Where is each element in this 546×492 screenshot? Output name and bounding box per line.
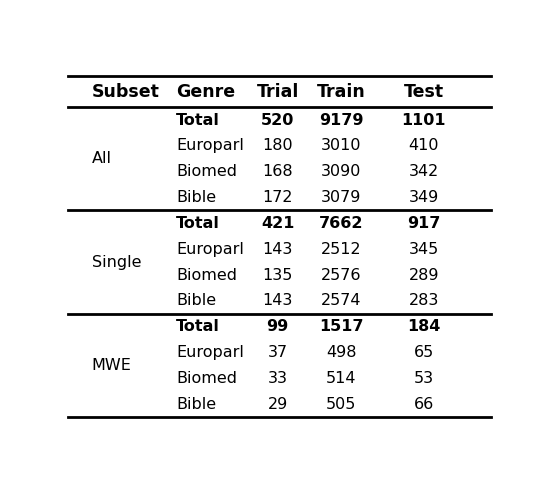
Text: 505: 505 bbox=[326, 397, 357, 412]
Text: Biomed: Biomed bbox=[176, 164, 237, 179]
Text: 184: 184 bbox=[407, 319, 441, 334]
Text: 7662: 7662 bbox=[319, 216, 364, 231]
Text: Europarl: Europarl bbox=[176, 242, 244, 257]
Text: 410: 410 bbox=[408, 138, 439, 154]
Text: Test: Test bbox=[403, 83, 444, 101]
Text: Genre: Genre bbox=[176, 83, 235, 101]
Text: Bible: Bible bbox=[176, 397, 216, 412]
Text: 2576: 2576 bbox=[321, 268, 361, 282]
Text: 65: 65 bbox=[413, 345, 434, 360]
Text: 143: 143 bbox=[263, 242, 293, 257]
Text: 345: 345 bbox=[408, 242, 439, 257]
Text: Subset: Subset bbox=[92, 83, 159, 101]
Text: 143: 143 bbox=[263, 293, 293, 308]
Text: 1101: 1101 bbox=[401, 113, 446, 127]
Text: Total: Total bbox=[176, 319, 220, 334]
Text: 342: 342 bbox=[408, 164, 439, 179]
Text: 514: 514 bbox=[326, 371, 357, 386]
Text: 520: 520 bbox=[261, 113, 294, 127]
Text: 66: 66 bbox=[413, 397, 434, 412]
Text: Biomed: Biomed bbox=[176, 371, 237, 386]
Text: Biomed: Biomed bbox=[176, 268, 237, 282]
Text: 3079: 3079 bbox=[321, 190, 361, 205]
Text: Train: Train bbox=[317, 83, 366, 101]
Text: Bible: Bible bbox=[176, 293, 216, 308]
Text: 2512: 2512 bbox=[321, 242, 361, 257]
Text: 283: 283 bbox=[408, 293, 439, 308]
Text: 2574: 2574 bbox=[321, 293, 361, 308]
Text: 172: 172 bbox=[263, 190, 293, 205]
Text: Europarl: Europarl bbox=[176, 138, 244, 154]
Text: All: All bbox=[92, 152, 111, 166]
Text: 168: 168 bbox=[263, 164, 293, 179]
Text: Total: Total bbox=[176, 216, 220, 231]
Text: Europarl: Europarl bbox=[176, 345, 244, 360]
Text: 180: 180 bbox=[263, 138, 293, 154]
Text: 3010: 3010 bbox=[321, 138, 361, 154]
Text: Single: Single bbox=[92, 254, 141, 270]
Text: 3090: 3090 bbox=[321, 164, 361, 179]
Text: 33: 33 bbox=[268, 371, 288, 386]
Text: 53: 53 bbox=[414, 371, 434, 386]
Text: 99: 99 bbox=[266, 319, 289, 334]
Text: Trial: Trial bbox=[257, 83, 299, 101]
Text: Bible: Bible bbox=[176, 190, 216, 205]
Text: 421: 421 bbox=[261, 216, 294, 231]
Text: 289: 289 bbox=[408, 268, 439, 282]
Text: 498: 498 bbox=[326, 345, 357, 360]
Text: 29: 29 bbox=[268, 397, 288, 412]
Text: 135: 135 bbox=[263, 268, 293, 282]
Text: 349: 349 bbox=[408, 190, 439, 205]
Text: 9179: 9179 bbox=[319, 113, 364, 127]
Text: MWE: MWE bbox=[92, 358, 132, 373]
Text: 1517: 1517 bbox=[319, 319, 364, 334]
Text: 37: 37 bbox=[268, 345, 288, 360]
Text: 917: 917 bbox=[407, 216, 441, 231]
Text: Total: Total bbox=[176, 113, 220, 127]
